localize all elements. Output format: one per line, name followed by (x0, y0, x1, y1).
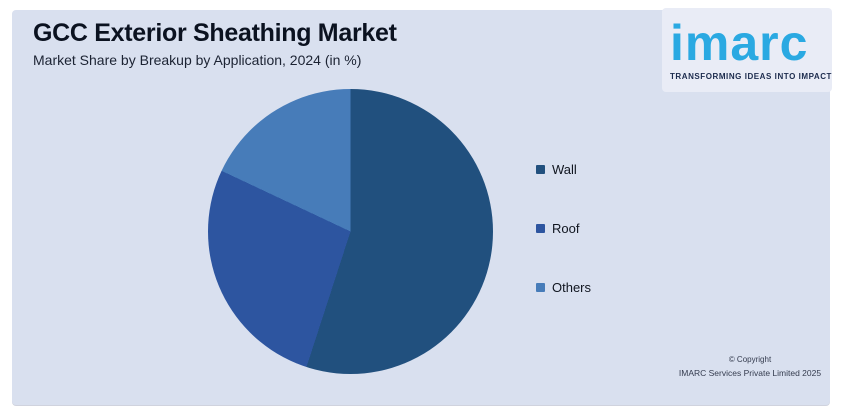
legend-swatch (536, 223, 545, 233)
chart-legend: Wall Roof Others (536, 161, 592, 295)
legend-label: Roof (552, 220, 580, 236)
legend-label: Others (552, 279, 592, 295)
legend-swatch (536, 164, 545, 174)
page-title: GCC Exterior Sheathing Market (33, 19, 397, 47)
imarc-tagline: TRANSFORMING IDEAS INTO IMPACT (670, 72, 832, 81)
copyright-block: © Copyright IMARC Services Private Limit… (668, 355, 832, 378)
legend-label: Wall (552, 161, 577, 177)
legend-item: Others (536, 279, 592, 295)
legend-item: Wall (536, 161, 591, 177)
legend-item: Roof (536, 220, 591, 236)
copyright-line2: IMARC Services Private Limited 2025 (678, 368, 822, 378)
page-subtitle: Market Share by Breakup by Application, … (33, 52, 362, 68)
imarc-logo: imarc TRANSFORMING IDEAS INTO IMPACT (662, 8, 832, 92)
infographic-panel: GCC Exterior Sheathing Market Market Sha… (12, 8, 832, 405)
imarc-wordmark: imarc (670, 15, 809, 71)
pie-chart (208, 89, 493, 374)
copyright-line1: © Copyright (728, 355, 772, 364)
legend-swatch (536, 282, 545, 292)
